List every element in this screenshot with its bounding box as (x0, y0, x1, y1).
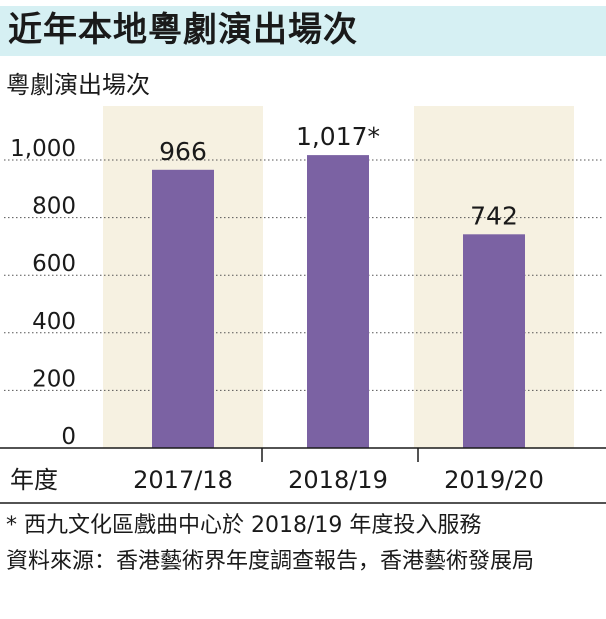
bar (463, 234, 525, 448)
x-axis-label: 年度 (10, 466, 58, 494)
x-category-label: 2018/19 (288, 466, 388, 494)
bar-chart: 0 200 400 600 800 1,000 966 1,017* 742 年度 2017/1… (0, 106, 606, 504)
x-category-label: 2019/20 (444, 466, 544, 494)
source-label: 資料來源： (6, 549, 117, 574)
data-label: 966 (159, 137, 207, 166)
data-label: 742 (470, 201, 518, 230)
y-tick-label: 800 (32, 194, 76, 220)
y-axis-label: 粵劇演出場次 (6, 71, 150, 99)
data-label: 1,017* (296, 122, 380, 151)
y-tick-label: 600 (32, 251, 76, 277)
y-tick-label: 0 (61, 424, 76, 450)
source-note: 資料來源：香港藝術界年度調查報告，香港藝術發展局 (6, 546, 570, 578)
bar (307, 155, 369, 448)
footnote: * 西九文化區戲曲中心於 2018/19 年度投入服務 (6, 513, 482, 538)
y-tick-label: 200 (32, 366, 76, 392)
y-tick-label: 400 (32, 309, 76, 335)
bar (152, 169, 214, 449)
page-title: 近年本地粵劇演出場次 (8, 10, 358, 50)
y-tick-label: 1,000 (10, 136, 76, 162)
title-band (0, 0, 606, 56)
x-category-label: 2017/18 (133, 466, 233, 494)
source-text: 香港藝術界年度調查報告，香港藝術發展局 (116, 549, 535, 574)
